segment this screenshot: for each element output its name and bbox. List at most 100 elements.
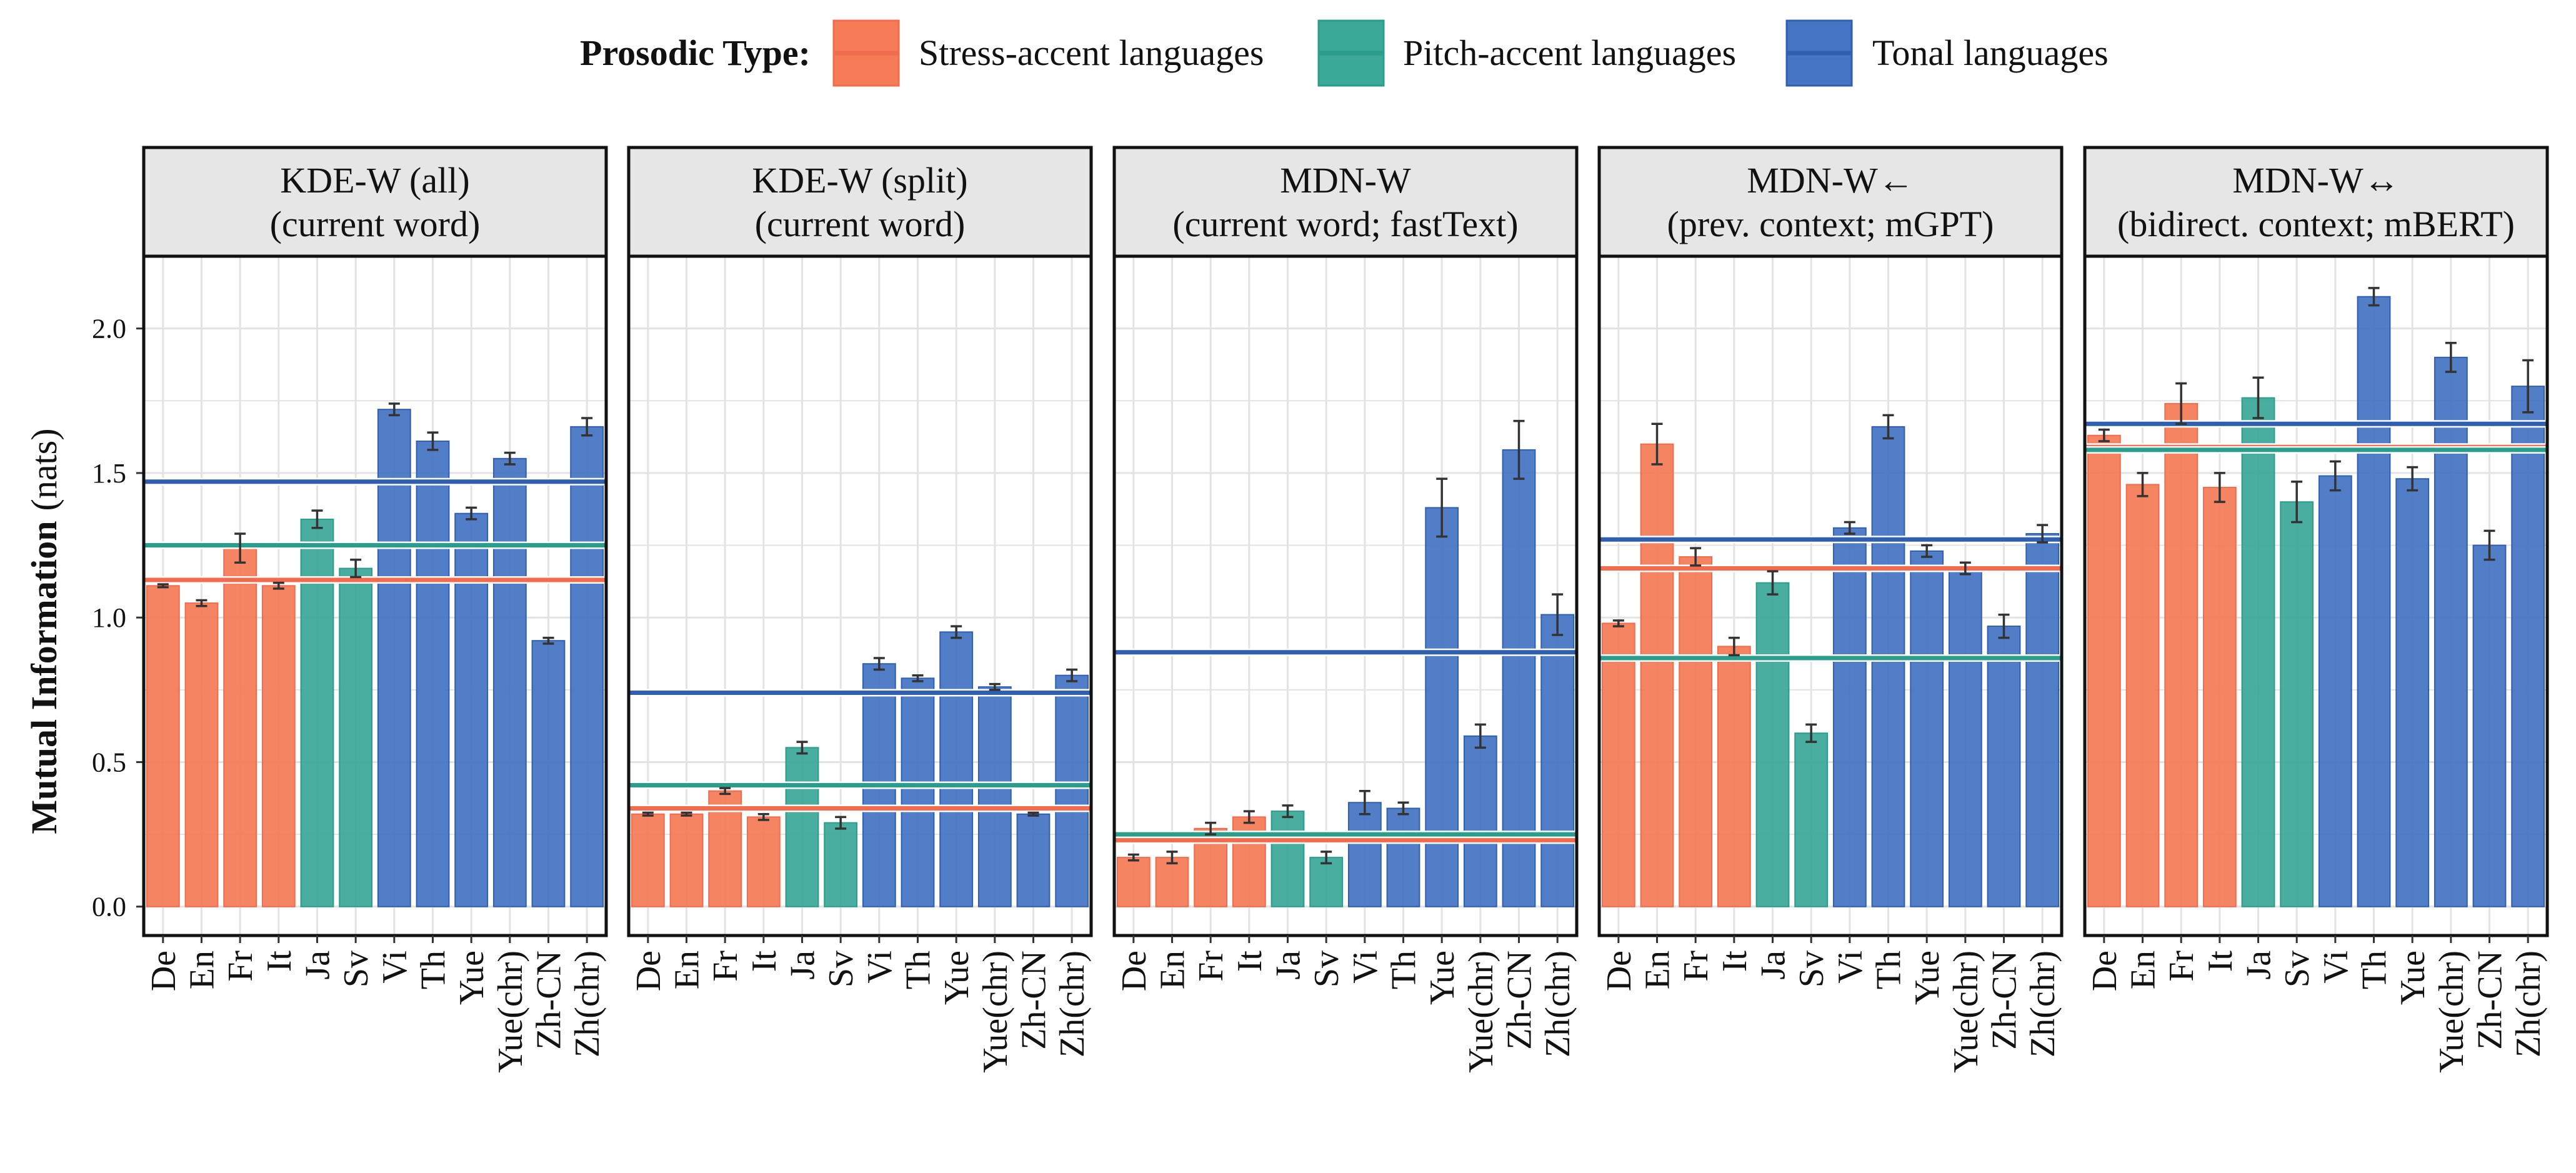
error-bar — [2445, 342, 2457, 373]
bar-Ja — [1755, 582, 1790, 907]
bar-En — [184, 602, 219, 907]
bar-En — [669, 813, 704, 907]
bar-Yue — [454, 512, 489, 907]
panel-title-line2: (prev. context; mGPT) — [1667, 204, 1994, 244]
panel-title-line2: (current word) — [270, 204, 481, 244]
error-bar — [1027, 811, 1039, 817]
bar-Fr — [1679, 556, 1713, 907]
error-bar — [1359, 789, 1370, 816]
error-bar — [350, 558, 362, 579]
error-bar — [1552, 593, 1564, 636]
error-bar — [542, 636, 554, 645]
y-axis: 0.0 0.5 1.0 1.5 2.0 — [92, 314, 144, 922]
bar-Sv — [824, 822, 858, 907]
x-tick-label: Sv — [1792, 951, 1831, 987]
bar-En — [2125, 484, 2160, 907]
error-bar — [835, 816, 847, 830]
x-tick-label: Zh-CN — [1500, 951, 1539, 1050]
y-tick-label: 2.0 — [92, 314, 126, 344]
x-tick-label: Zh(chr) — [1539, 951, 1577, 1057]
x-tick-label: Fr — [1192, 951, 1231, 982]
bar-Zh-CN — [531, 640, 566, 907]
x-tick-label: En — [2124, 951, 2163, 989]
error-bar — [1728, 636, 1740, 657]
error-bar — [427, 431, 439, 451]
error-bar — [1474, 723, 1486, 749]
y-axis-label: Mutual Information (nats) — [24, 428, 64, 834]
bar-Zh-CN — [1987, 626, 2021, 907]
x-tick-label: Yue — [452, 951, 491, 1005]
panel-title-line2: (current word; fastText) — [1172, 204, 1518, 244]
panel-4: MDN-W←(prev. context; mGPT) De En Fr It Ja Sv V… — [1597, 146, 2064, 1073]
error-bar — [1205, 821, 1217, 836]
bar-Zh(chr) — [1540, 614, 1575, 907]
x-tick-label: Th — [2355, 951, 2394, 989]
bar-Yue — [1910, 550, 1944, 907]
bar-Sv — [2280, 501, 2314, 907]
panel-border — [627, 254, 1093, 937]
bar-Vi — [1347, 802, 1382, 907]
bar-Sv — [1309, 857, 1344, 907]
error-bar — [196, 599, 207, 607]
x-tick-label: De — [629, 951, 668, 991]
error-bar — [912, 674, 924, 682]
legend-label-pitch: Pitch-accent languages — [1403, 32, 1736, 73]
bar-Ja — [1271, 811, 1305, 907]
y-tick-label: 0.5 — [92, 747, 126, 777]
bar-Th — [1386, 807, 1420, 907]
x-tick-label: It — [745, 951, 784, 972]
panel-2: KDE-W (split)(current word) De En Fr It Ja Sv V… — [627, 146, 1093, 1073]
panel-border — [142, 254, 608, 937]
panel-title-line1: MDN-W — [1280, 160, 1411, 201]
error-bar — [1612, 619, 1624, 627]
x-tick-label: En — [1154, 951, 1192, 989]
y-tick-label: 1.5 — [92, 458, 126, 489]
legend-label-tonal: Tonal languages — [1872, 32, 2109, 73]
error-bar — [2291, 481, 2303, 524]
x-tick-label: Ja — [1754, 951, 1793, 980]
panel-title-line1: KDE-W (split) — [752, 160, 967, 201]
error-bar — [1767, 570, 1779, 596]
bar-Zh(chr) — [2025, 533, 2060, 907]
error-bar — [2098, 428, 2110, 442]
error-bar — [1397, 801, 1409, 816]
bar-It — [1232, 816, 1266, 907]
error-bar — [1436, 477, 1448, 538]
error-bar — [989, 682, 1001, 691]
bar-Fr — [223, 547, 257, 907]
error-bar — [2407, 466, 2419, 492]
bar-Yue — [1425, 507, 1459, 907]
bar-De — [631, 813, 665, 907]
bar-Yue — [2395, 478, 2430, 907]
x-tick-label: Zh-CN — [1985, 951, 2024, 1050]
x-tick-label: Zh(chr) — [2509, 951, 2548, 1057]
x-tick-label: Yue(chr) — [1462, 951, 1500, 1073]
bar-Yue — [939, 631, 974, 907]
bar-Zh-CN — [1016, 813, 1051, 907]
bar-It — [261, 585, 296, 907]
error-bar — [1651, 422, 1663, 466]
x-tick-label: Fr — [706, 951, 745, 982]
x-tick-label: Yue — [937, 951, 976, 1005]
error-bar — [2484, 529, 2495, 561]
error-bar — [1513, 419, 1525, 480]
x-tick-label: De — [1115, 951, 1154, 991]
panel-border — [2083, 254, 2549, 937]
legend-label-stress: Stress-accent languages — [919, 32, 1264, 73]
error-bar — [2522, 359, 2534, 414]
x-tick-label: Ja — [1269, 951, 1308, 980]
panel-title-line2: (bidirect. context; mBERT) — [2117, 204, 2515, 244]
bar-It — [746, 816, 781, 907]
x-tick-label: It — [1231, 951, 1269, 972]
x-tick-label: Zh(chr) — [568, 951, 607, 1057]
x-tick-label: Th — [1385, 951, 1424, 989]
error-bar — [581, 417, 593, 437]
y-tick-label: 0.0 — [92, 892, 126, 922]
x-tick-label: Sv — [337, 951, 376, 987]
bar-Zh(chr) — [2511, 386, 2545, 907]
error-bar — [466, 506, 477, 521]
panel-border — [1112, 254, 1579, 937]
bar-Zh(chr) — [570, 426, 604, 907]
x-tick-label: Vi — [861, 951, 899, 984]
